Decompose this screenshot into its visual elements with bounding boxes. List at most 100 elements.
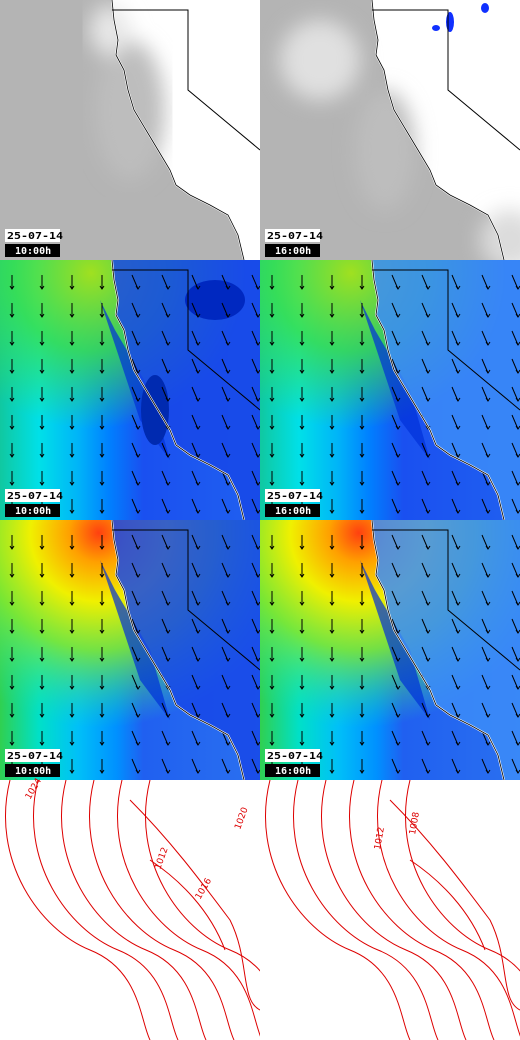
date-box: [5, 489, 60, 502]
wind-arrowhead: [299, 397, 305, 402]
wind-arrowhead: [455, 545, 461, 550]
wind-arrowhead: [515, 509, 520, 514]
wind-arrowhead: [99, 713, 105, 718]
low-wind: [185, 280, 245, 320]
wind-arrowhead: [269, 713, 275, 718]
wind-arrowhead: [299, 685, 305, 690]
clouds: [90, 5, 165, 180]
wind-arrowhead: [359, 425, 365, 430]
wind-arrowhead: [515, 713, 520, 718]
wind-arrowhead: [255, 481, 260, 486]
wind-arrowhead: [515, 741, 520, 746]
wind-arrowhead: [69, 425, 75, 430]
wind-arrowhead: [135, 741, 141, 746]
isobar: [405, 780, 520, 972]
wind-arrowhead: [9, 453, 15, 458]
wind-arrowhead: [225, 545, 231, 550]
wind-arrowhead: [299, 741, 305, 746]
wind-arrowhead: [359, 657, 365, 662]
precip: [481, 3, 489, 13]
isobar: [33, 780, 179, 1040]
wind-arrowhead: [359, 685, 365, 690]
wind-arrowhead: [455, 397, 461, 402]
wind-arrowhead: [135, 629, 141, 634]
wind-arrowhead: [515, 769, 520, 774]
wind-arrowhead: [69, 601, 75, 606]
panel-label: 25-07-14 16:00h: [265, 489, 323, 517]
wind-arrowhead: [225, 685, 231, 690]
isobar: [145, 780, 260, 972]
wind-arrowhead: [299, 285, 305, 290]
wind-arrowhead: [225, 425, 231, 430]
nearshore: [100, 560, 170, 720]
wind-arrowhead: [455, 769, 461, 774]
wind-arrowhead: [329, 481, 335, 486]
wind-arrowhead: [9, 741, 15, 746]
wind-arrowhead: [69, 341, 75, 346]
wind-arrowhead: [69, 769, 75, 774]
date-box: [265, 229, 320, 242]
wind-arrowhead: [299, 425, 305, 430]
wind-arrowhead: [9, 545, 15, 550]
wind-arrowhead: [485, 629, 491, 634]
wind-arrowhead: [329, 341, 335, 346]
wind-arrowhead: [485, 509, 491, 514]
wind-arrowhead: [195, 685, 201, 690]
wind-arrowhead: [69, 573, 75, 578]
panel-label: 25-07-14 16:00h: [265, 749, 323, 777]
wind-arrowhead: [395, 481, 401, 486]
time: 16:00h: [275, 766, 311, 777]
wind-arrowhead: [515, 481, 520, 486]
state-border: [372, 529, 520, 671]
date-box: [265, 749, 320, 762]
date: 25-07-14: [7, 231, 63, 242]
wind-arrowhead: [515, 369, 520, 374]
wind-arrowhead: [455, 341, 461, 346]
wind-arrowhead: [135, 509, 141, 514]
map-panel: [0, 0, 260, 260]
date-box: [265, 489, 320, 502]
wind-arrowhead: [165, 397, 171, 402]
time-box: [265, 504, 320, 517]
wind-arrowhead: [165, 741, 171, 746]
wind-arrowhead: [9, 573, 15, 578]
wind-arrowhead: [455, 657, 461, 662]
wind-arrowhead: [425, 509, 431, 514]
wind-arrowhead: [269, 601, 275, 606]
wind-arrowhead: [329, 313, 335, 318]
wind-arrowhead: [225, 509, 231, 514]
wind-arrowhead: [329, 369, 335, 374]
wind-arrowhead: [99, 657, 105, 662]
wind-arrowhead: [39, 481, 45, 486]
wind-arrowhead: [269, 573, 275, 578]
wind-arrowhead: [9, 657, 15, 662]
wind-arrowhead: [165, 369, 171, 374]
coastline: [111, 0, 245, 260]
wind-arrowhead: [165, 657, 171, 662]
wind-arrowhead: [225, 481, 231, 486]
date: 25-07-14: [267, 231, 323, 242]
wind-arrowhead: [485, 341, 491, 346]
wind-arrowhead: [135, 769, 141, 774]
wind-arrowhead: [99, 573, 105, 578]
wind-arrowhead: [455, 713, 461, 718]
wind-arrowhead: [135, 313, 141, 318]
wind-arrowhead: [269, 453, 275, 458]
wind-arrowhead: [225, 657, 231, 662]
wind-arrowhead: [455, 741, 461, 746]
cloud: [480, 210, 520, 260]
wind-arrowhead: [269, 285, 275, 290]
wind-arrowhead: [269, 481, 275, 486]
wind-arrowhead: [359, 573, 365, 578]
wind-arrowhead: [39, 573, 45, 578]
land: [112, 520, 260, 780]
wind-arrowhead: [165, 313, 171, 318]
wind-arrowhead: [299, 545, 305, 550]
wind-arrowhead: [195, 509, 201, 514]
isobar: [321, 780, 467, 1040]
wind-arrowhead: [99, 741, 105, 746]
wind-arrowhead: [485, 425, 491, 430]
time: 10:00h: [15, 506, 51, 517]
panel-label: 25-07-14 10:00h: [5, 229, 63, 257]
wind-arrowhead: [329, 601, 335, 606]
